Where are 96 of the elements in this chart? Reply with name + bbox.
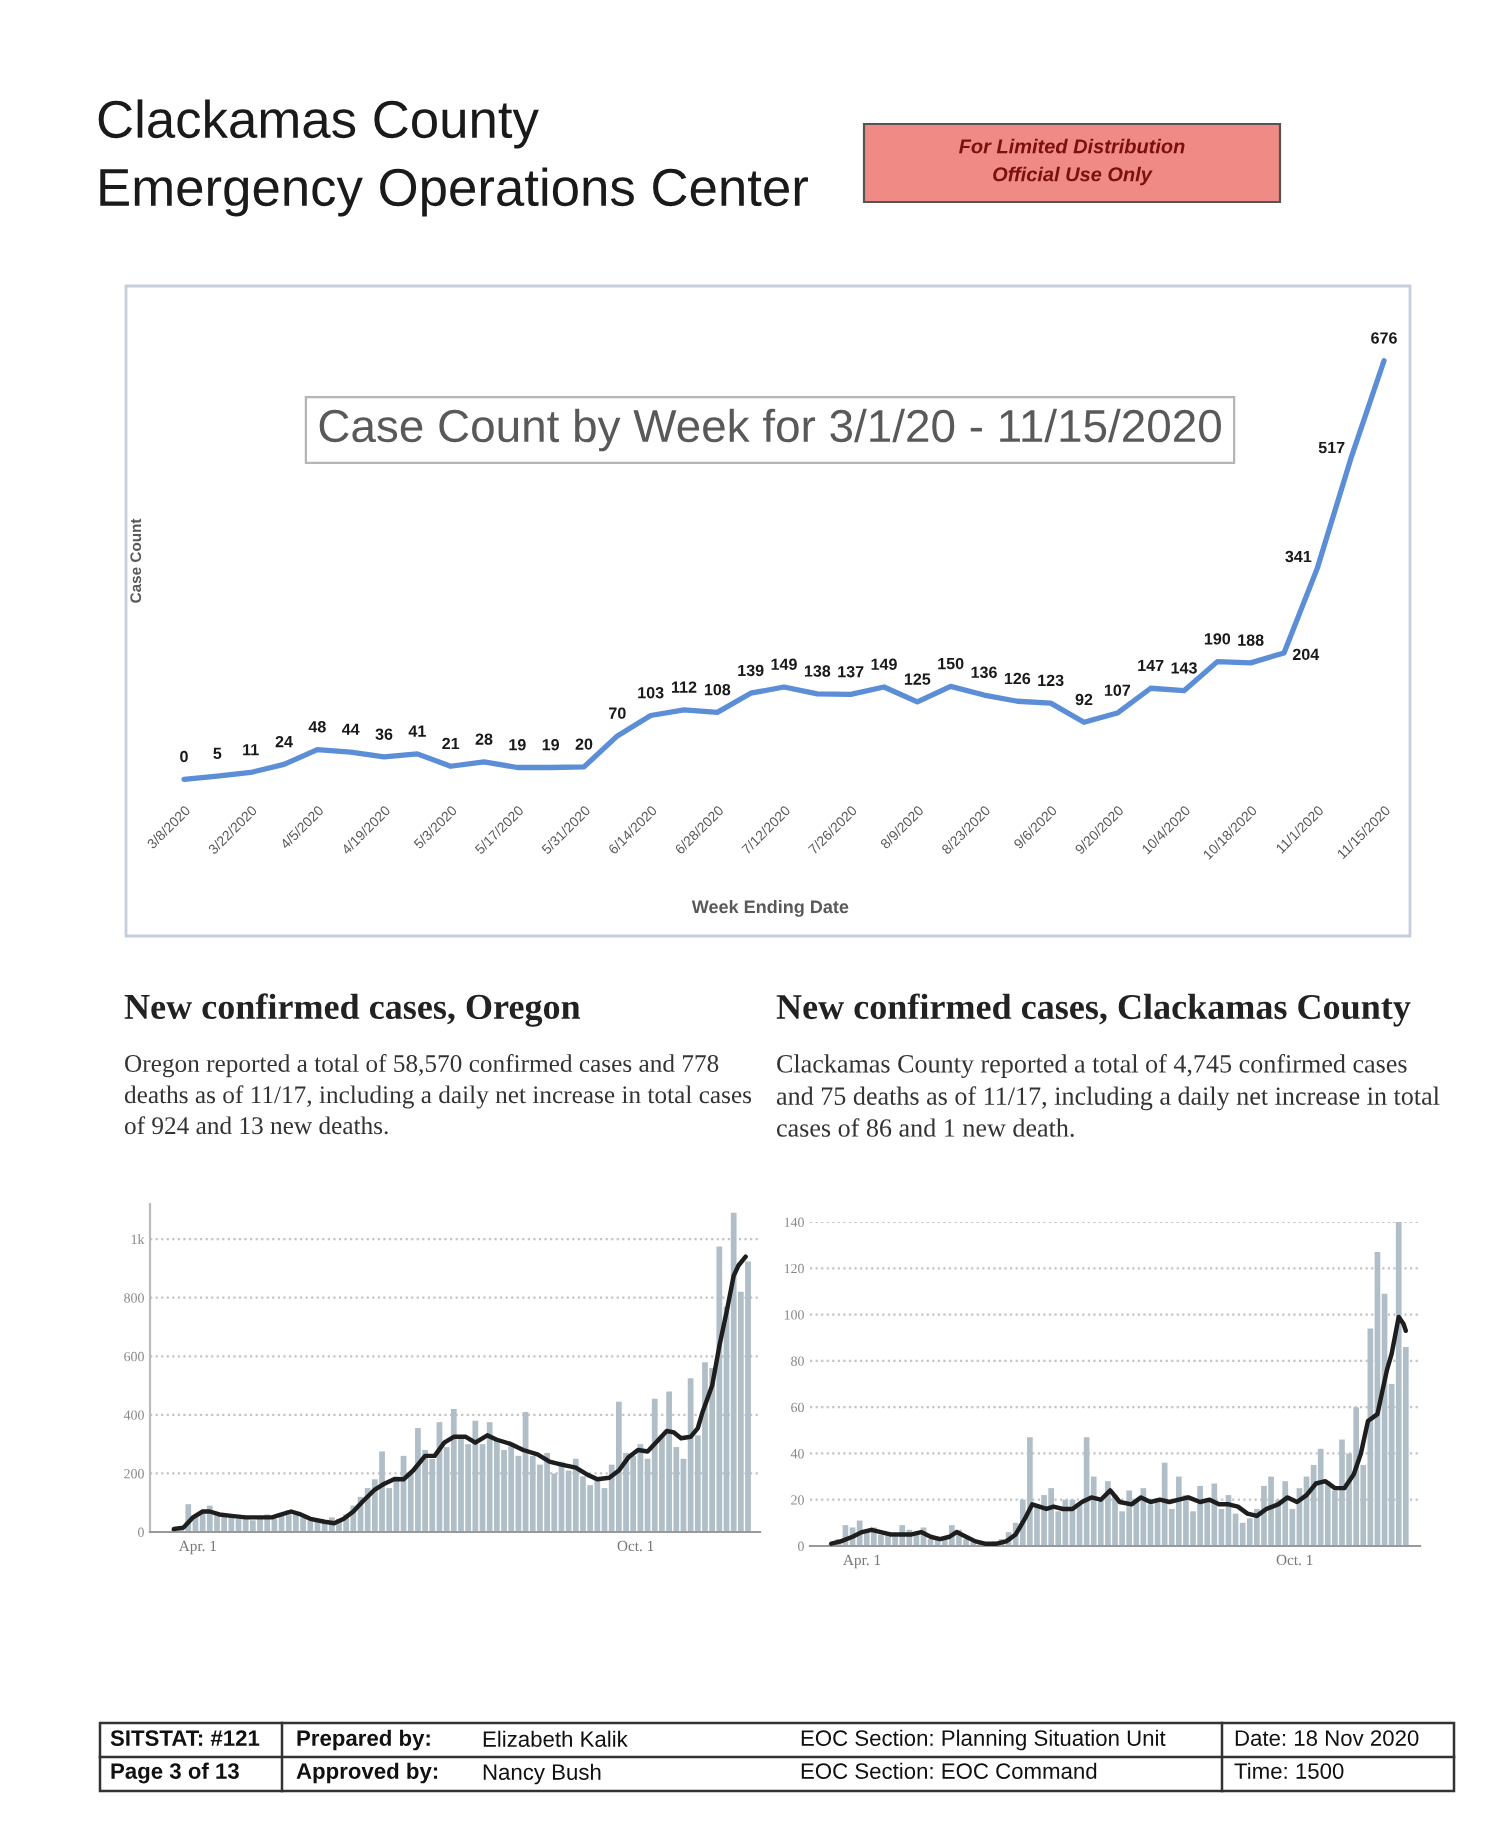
data-label: 341 — [1285, 550, 1312, 563]
data-label: 136 — [971, 666, 997, 679]
data-label: 150 — [938, 657, 964, 670]
text: Elizabeth Kalik — [483, 1730, 628, 1747]
data-label: 143 — [1171, 662, 1197, 674]
text: Prepared by: — [297, 1729, 430, 1751]
bar — [450, 1409, 457, 1532]
data-label: 11 — [243, 744, 259, 756]
data-label: 517 — [1318, 441, 1345, 454]
chart-title: New confirmed cases, Oregon — [124, 993, 581, 1027]
bar — [472, 1420, 479, 1532]
data-label: 126 — [1004, 672, 1031, 685]
data-label: 190 — [1204, 633, 1231, 645]
text: SITSTAT: #121 — [110, 1730, 260, 1746]
bar — [249, 1520, 256, 1532]
data-label: 123 — [1038, 674, 1064, 687]
text: Time: 1500 — [1234, 1762, 1344, 1779]
data-label: 44 — [341, 723, 360, 735]
bar — [745, 1261, 751, 1532]
bar — [1339, 1439, 1345, 1546]
data-label: 24 — [275, 735, 293, 748]
data-label: 676 — [1371, 332, 1397, 344]
text: Nancy Bush — [483, 1763, 601, 1785]
data-label: 19 — [509, 739, 526, 751]
data-label: 108 — [704, 683, 731, 696]
bar — [1048, 1488, 1054, 1546]
bar — [1268, 1476, 1274, 1546]
bar — [716, 1246, 723, 1532]
bar — [486, 1422, 493, 1532]
line-series — [829, 1314, 1409, 1546]
data-label: 5 — [213, 747, 222, 760]
data-label: 112 — [672, 681, 697, 693]
bar — [300, 1517, 306, 1532]
line-series — [171, 1254, 748, 1532]
bar — [1176, 1476, 1182, 1546]
bar — [594, 1479, 601, 1532]
data-label: 19 — [542, 739, 560, 751]
data-label: 92 — [1075, 693, 1093, 706]
bar — [221, 1515, 228, 1532]
bar — [730, 1212, 737, 1532]
data-label: 28 — [475, 733, 493, 745]
text: Page 3 of 13 — [111, 1762, 239, 1784]
text: Approved by: — [296, 1762, 438, 1784]
bar — [1353, 1407, 1359, 1546]
bar — [1041, 1495, 1047, 1546]
data-label: 149 — [771, 658, 797, 670]
bar — [1197, 1485, 1203, 1546]
data-label: 188 — [1238, 634, 1264, 646]
data-label: 0 — [180, 750, 188, 763]
bar — [572, 1458, 579, 1532]
bar — [1282, 1481, 1289, 1546]
chart-subtitle: Clackamas County reported a total of 4,745 confirmed cases and 75 deaths as of 11/17, including a daily net increase in total cases of 86 and 1 new death. — [776, 1054, 1440, 1137]
data-label: 48 — [308, 721, 326, 733]
bar — [1027, 1437, 1033, 1546]
bar — [544, 1452, 550, 1532]
bar — [878, 1534, 884, 1546]
bar — [379, 1451, 385, 1532]
bar — [1317, 1448, 1324, 1546]
bar — [415, 1428, 421, 1532]
data-label: 147 — [1138, 659, 1164, 672]
text: Case Count by Week for 3/1/20 - 11/15/2020 — [319, 408, 1221, 452]
text: Official Use Only — [993, 166, 1153, 186]
bar — [1211, 1483, 1218, 1546]
text: Emergency Operations Center — [100, 167, 808, 217]
data-label: 41 — [408, 725, 426, 737]
bar — [666, 1391, 672, 1532]
data-label: 125 — [904, 673, 931, 685]
bar — [1261, 1485, 1267, 1546]
text: EOC Section: EOC Command — [801, 1762, 1097, 1779]
bar — [1105, 1481, 1111, 1546]
bar — [702, 1362, 708, 1532]
bar — [508, 1444, 515, 1532]
bar — [307, 1520, 314, 1532]
data-label: 204 — [1292, 648, 1320, 661]
text: For Limited Distribution — [959, 138, 1185, 154]
data-label: 139 — [738, 664, 764, 677]
data-label: 107 — [1104, 684, 1131, 696]
data-label: 137 — [838, 665, 864, 678]
data-label: 103 — [638, 687, 664, 699]
data-label: 20 — [575, 738, 593, 750]
bar — [651, 1398, 658, 1532]
chart-subtitle: Oregon reported a total of 58,570 confirmed cases and 778 deaths as of 11/17, including a daily net increase in total cases of 924 and 13 new deaths. — [124, 1054, 752, 1135]
text: Clackamas County — [98, 99, 539, 149]
data-label: 21 — [442, 737, 460, 750]
bar — [1239, 1522, 1246, 1546]
chart-title: New confirmed cases, Clackamas County — [776, 993, 1411, 1027]
data-label: 149 — [871, 658, 897, 670]
x-axis-title: Week Ending Date — [691, 899, 849, 917]
text: EOC Section: Planning Situation Unit — [801, 1729, 1166, 1751]
data-label: 138 — [804, 665, 831, 677]
bar — [615, 1401, 622, 1532]
data-label: 70 — [609, 707, 626, 719]
bar — [1126, 1490, 1133, 1546]
text: Date: 18 Nov 2020 — [1235, 1730, 1419, 1746]
data-label: 36 — [375, 728, 393, 740]
bar — [1395, 1222, 1402, 1546]
